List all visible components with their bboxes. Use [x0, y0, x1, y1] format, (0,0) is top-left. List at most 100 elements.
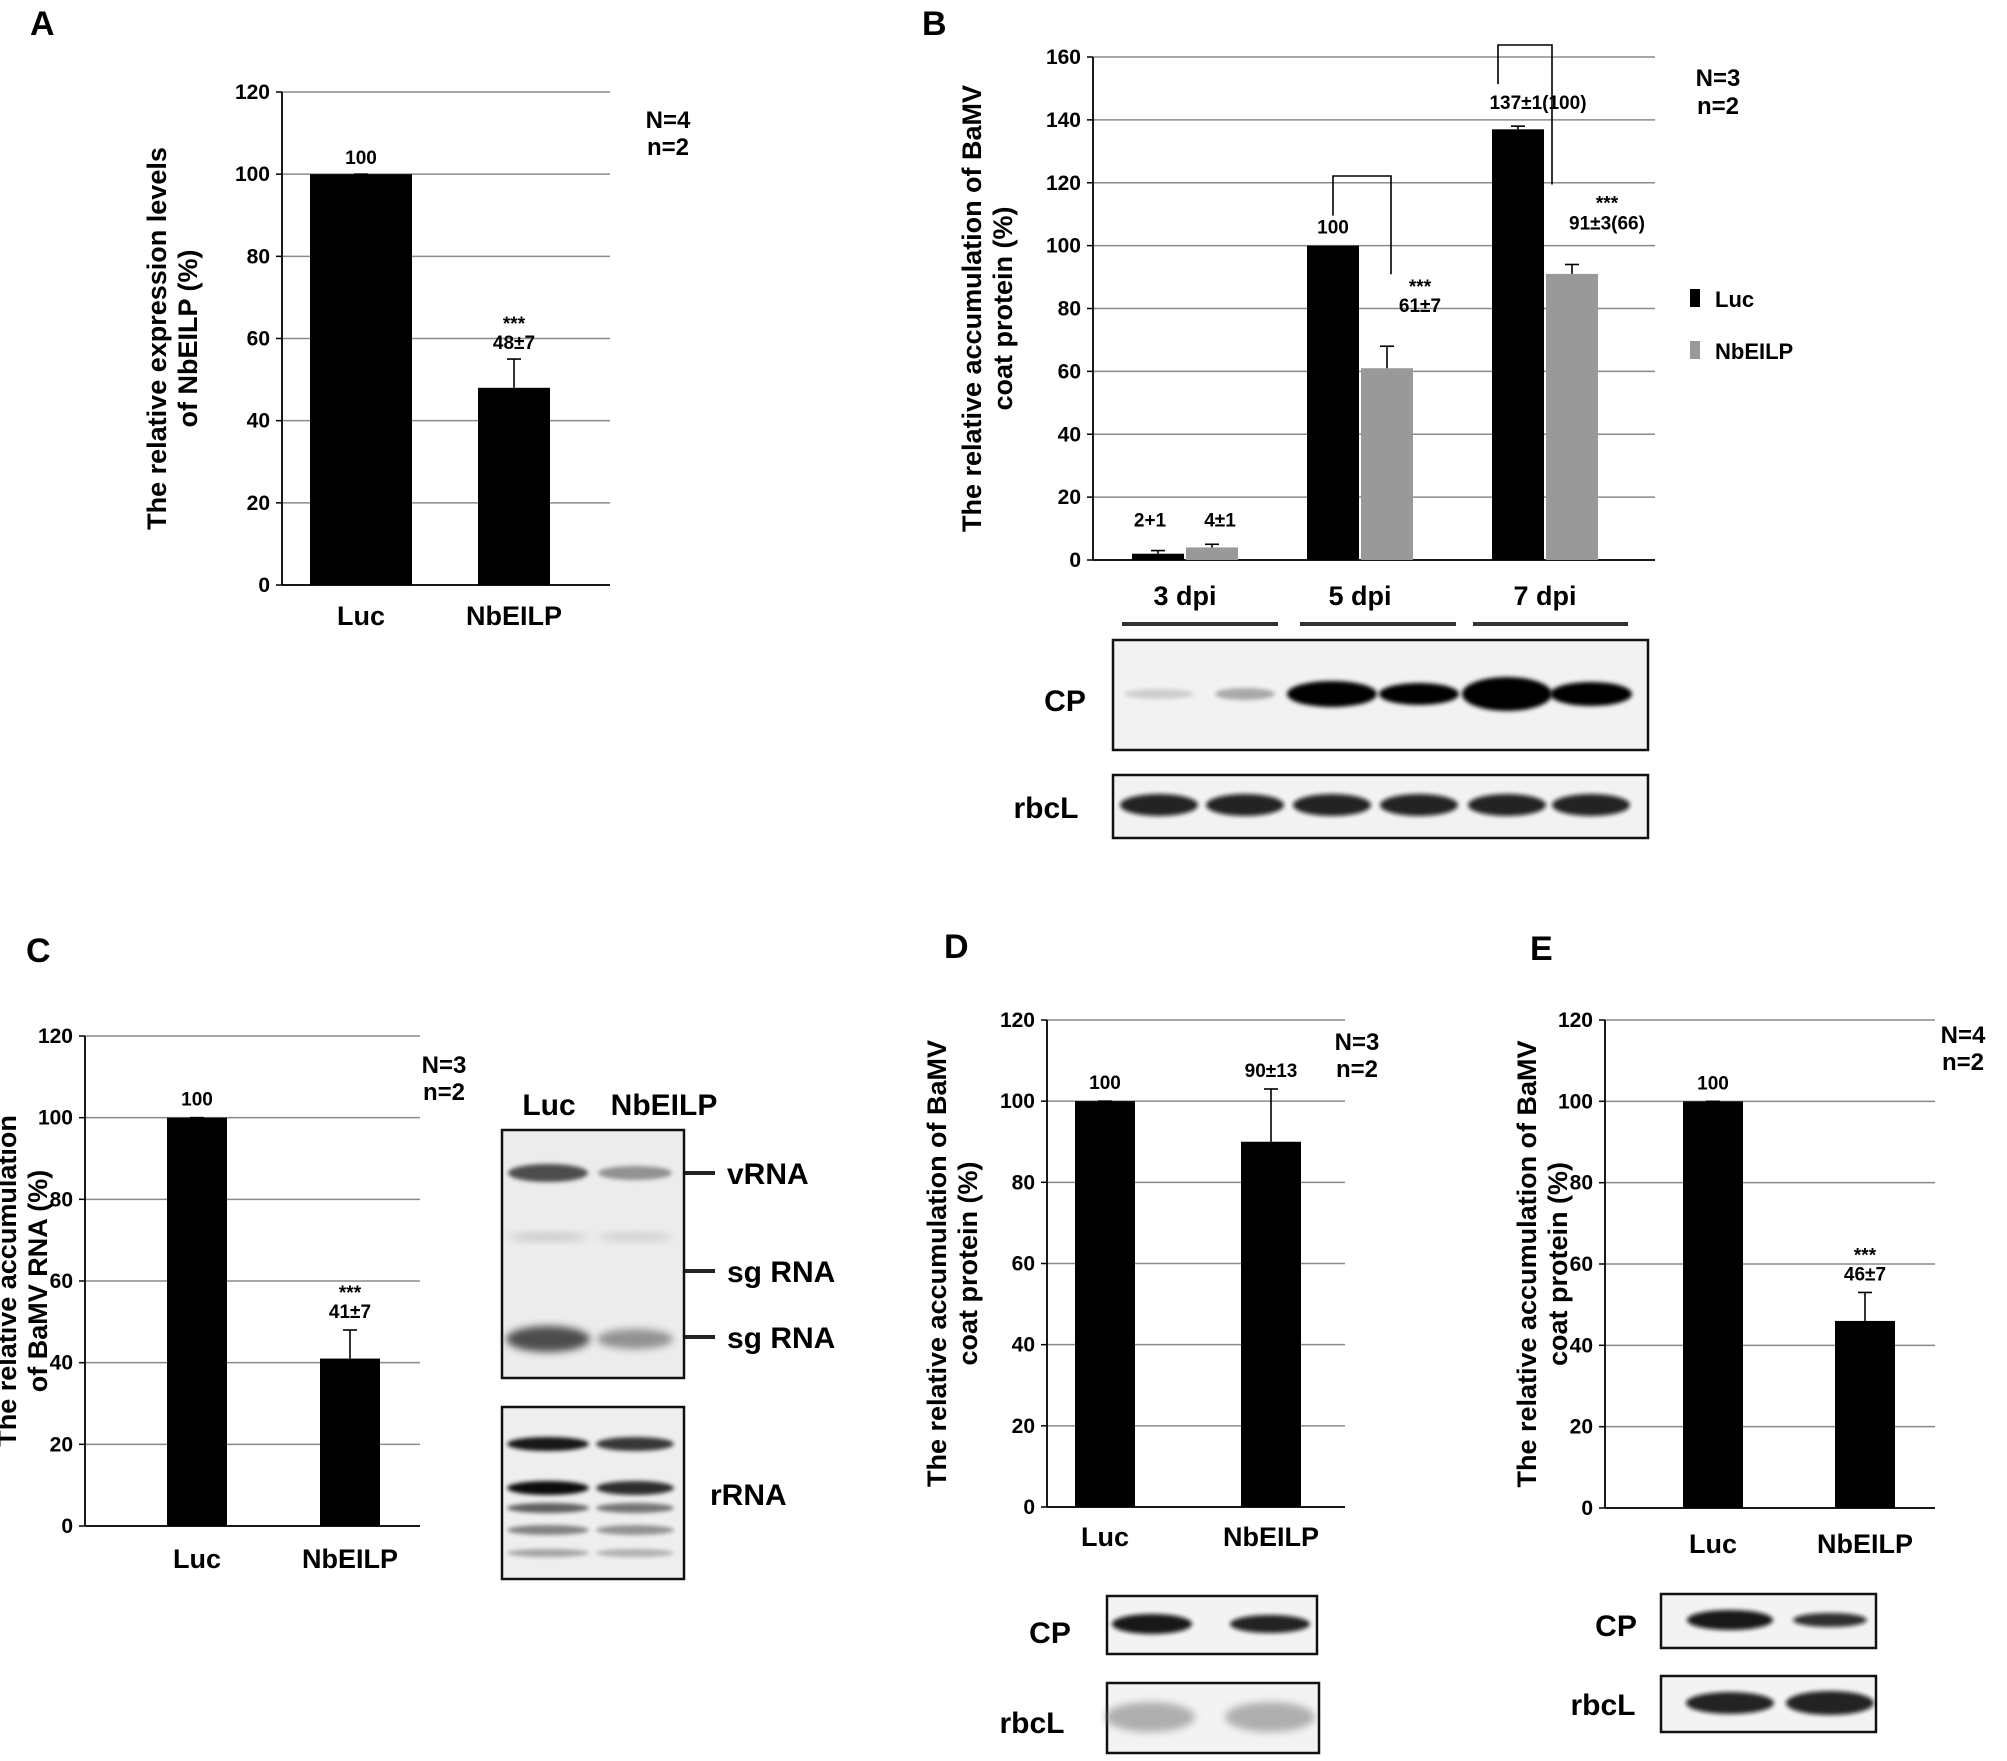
- blot-band: [1686, 1692, 1774, 1714]
- blot-label-cp: CP: [1595, 1610, 1637, 1643]
- bar-nbeilp: [1835, 1320, 1895, 1508]
- data-label: 4±1: [1204, 510, 1236, 531]
- blot-label-rrna: rRNA: [710, 1479, 787, 1512]
- y-tick-label: 0: [1023, 1496, 1035, 1519]
- data-label: 100: [1317, 218, 1349, 239]
- y-tick-label: 60: [1570, 1253, 1593, 1276]
- blot-label-rbcl: rbcL: [1570, 1689, 1635, 1722]
- blot-band: [1380, 794, 1458, 816]
- blot-band: [1293, 794, 1371, 816]
- y-tick-label: 120: [38, 1025, 73, 1048]
- blot-band: [1462, 677, 1552, 711]
- blot-label-cp: CP: [1044, 685, 1086, 718]
- sample-size-label: n=2: [423, 1079, 465, 1106]
- y-tick-label: 80: [50, 1188, 73, 1211]
- y-tick-label: 60: [247, 328, 270, 351]
- x-tick-label: NbEILP: [302, 1544, 398, 1574]
- blot-band: [507, 1525, 589, 1535]
- sample-size-label: N=3: [422, 1052, 467, 1079]
- y-tick-label: 0: [61, 1515, 73, 1538]
- blot-cp-panel-e: [1659, 1592, 1878, 1650]
- blot-band: [1786, 1691, 1874, 1715]
- data-label: 100: [181, 1090, 213, 1111]
- blot-band: [508, 1164, 588, 1182]
- y-tick-label: 0: [258, 574, 270, 597]
- y-tick-label: 20: [247, 492, 270, 515]
- blot-band: [507, 1481, 589, 1495]
- blot-band: [1287, 681, 1377, 707]
- panel-letter-e: E: [1530, 930, 1553, 968]
- blot-band: [1468, 794, 1546, 816]
- y-axis-label-d: The relative accumulation of BaMVcoat pr…: [922, 1040, 983, 1487]
- data-label: 2+1: [1134, 511, 1167, 532]
- blot-band: [1687, 1610, 1773, 1630]
- y-tick-label: 100: [1558, 1090, 1593, 1113]
- blot-northern-panel-c: [500, 1128, 686, 1380]
- y-tick-label: 120: [1000, 1009, 1035, 1032]
- band-label: sg RNA: [727, 1322, 835, 1355]
- blot-band: [596, 1525, 674, 1535]
- y-tick-label: 140: [1046, 109, 1081, 132]
- bar-nbeilp-7-dpi: [1546, 273, 1598, 560]
- bar-nbeilp-3-dpi: [1186, 547, 1238, 560]
- y-tick-label: 80: [1570, 1172, 1593, 1195]
- y-tick-label: 160: [1046, 46, 1081, 69]
- bar-luc-5-dpi: [1307, 245, 1359, 560]
- band-label: sg RNA: [727, 1256, 835, 1289]
- bar-luc-7-dpi: [1492, 129, 1544, 560]
- blot-rbcl-panel-b: [1111, 773, 1650, 840]
- data-label: 61±7: [1399, 296, 1441, 317]
- y-tick-label: 20: [1058, 486, 1081, 509]
- y-tick-label: 40: [1012, 1334, 1035, 1357]
- y-tick-label: 80: [1058, 298, 1081, 321]
- sample-size-label: N=3: [1696, 65, 1741, 92]
- blot-band: [1120, 794, 1198, 816]
- y-tick-label: 20: [50, 1433, 73, 1456]
- sample-size-label: N=4: [1941, 1022, 1986, 1049]
- panel-letter-b: B: [922, 5, 947, 43]
- data-label: 48±7: [493, 333, 535, 354]
- y-tick-label: 80: [247, 245, 270, 268]
- x-tick-label: 7 dpi: [1513, 581, 1576, 611]
- blot-label-rbcl: rbcL: [999, 1707, 1064, 1740]
- blot-label-rbcl: rbcL: [1013, 792, 1078, 825]
- sample-size-label: n=2: [1336, 1056, 1378, 1083]
- blot-band: [598, 1233, 672, 1241]
- blot-band: [1230, 1615, 1310, 1633]
- x-tick-label: 5 dpi: [1328, 581, 1391, 611]
- blot-band: [1552, 794, 1630, 816]
- data-label: 100: [1697, 1073, 1729, 1094]
- blot-band: [1112, 1614, 1192, 1634]
- blot-lane-label: NbEILP: [611, 1089, 718, 1122]
- blot-band: [507, 1549, 589, 1557]
- y-tick-label: 100: [1000, 1090, 1035, 1113]
- bar-nbeilp: [478, 387, 550, 585]
- data-label: 91±3(66): [1569, 213, 1645, 234]
- bar-luc: [1075, 1101, 1135, 1507]
- blot-rbcl-panel-d: [1105, 1681, 1321, 1755]
- blot-band: [506, 1326, 590, 1352]
- y-tick-label: 0: [1069, 549, 1081, 572]
- blot-cp-panel-d: [1105, 1594, 1319, 1656]
- y-tick-label: 100: [38, 1107, 73, 1130]
- y-tick-label: 120: [235, 81, 270, 104]
- legend-swatch-nbeilp: [1690, 341, 1700, 359]
- significance-marker: ***: [339, 1283, 362, 1304]
- sample-size-label: n=2: [1697, 93, 1739, 120]
- panel-e-axes: 0 20 40 60 80 100 120: [1558, 1009, 1935, 1520]
- panel-letter-d: D: [944, 928, 969, 966]
- blot-rrna-panel-c: [500, 1405, 686, 1581]
- y-tick-label: 40: [1570, 1334, 1593, 1357]
- blot-band: [598, 1166, 672, 1180]
- significance-marker: ***: [503, 314, 526, 335]
- y-tick-label: 100: [1046, 235, 1081, 258]
- blot-band: [1550, 682, 1632, 706]
- y-tick-label: 80: [1012, 1171, 1035, 1194]
- blot-band: [596, 1481, 674, 1495]
- y-tick-label: 60: [1058, 360, 1081, 383]
- blot-label-cp: CP: [1029, 1617, 1071, 1650]
- y-tick-label: 20: [1012, 1415, 1035, 1438]
- blot-band: [1793, 1613, 1867, 1627]
- y-axis-label-c: The relative accumulationof BaMV RNA (%): [0, 1115, 53, 1447]
